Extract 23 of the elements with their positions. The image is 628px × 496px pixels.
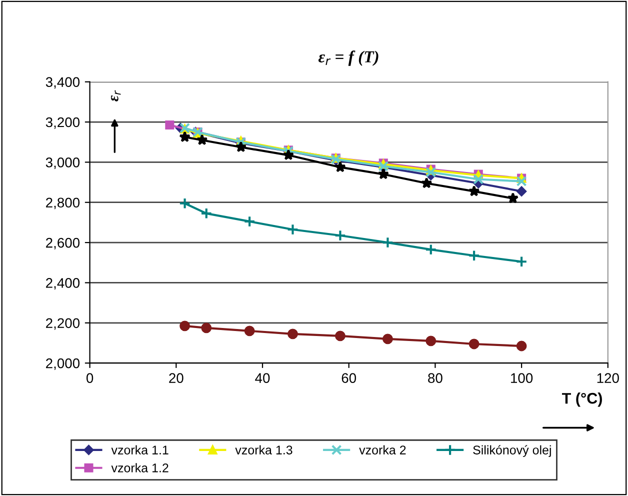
y-tick-label: 2,200 <box>46 318 80 330</box>
chart-title: ε$_{r}$ = f (T) <box>318 50 378 66</box>
x-tick-label: 20 <box>169 373 184 383</box>
y-tick-label: 2,600 <box>46 238 80 250</box>
x-tick-label: 60 <box>342 373 356 383</box>
x-tick-label: 0 <box>86 373 94 383</box>
y-axis-title: ε$_{r}$ <box>111 90 121 102</box>
legend-label: vzorka 1.3 <box>235 445 292 454</box>
y-tick-label: 3,200 <box>46 117 80 129</box>
legend-label: vzorka 2 <box>359 445 406 454</box>
y-tick-label: 2,800 <box>46 198 80 210</box>
legend-label: vzorka 1.2 <box>111 463 168 472</box>
x-tick-label: 40 <box>255 373 270 383</box>
y-tick-label: 3,000 <box>46 158 80 169</box>
x-tick-label: 120 <box>597 373 619 383</box>
y-tick-label: 2,000 <box>46 358 80 370</box>
x-tick-label: 100 <box>511 373 533 383</box>
legend-label: vzorka 1.1 <box>111 445 168 454</box>
x-tick-label: 80 <box>428 373 442 383</box>
x-axis-title: T (°C) <box>562 392 602 407</box>
legend-label: Silikónový olej <box>473 445 551 457</box>
y-tick-label: 3,400 <box>46 77 80 89</box>
y-tick-label: 2,400 <box>46 278 80 290</box>
